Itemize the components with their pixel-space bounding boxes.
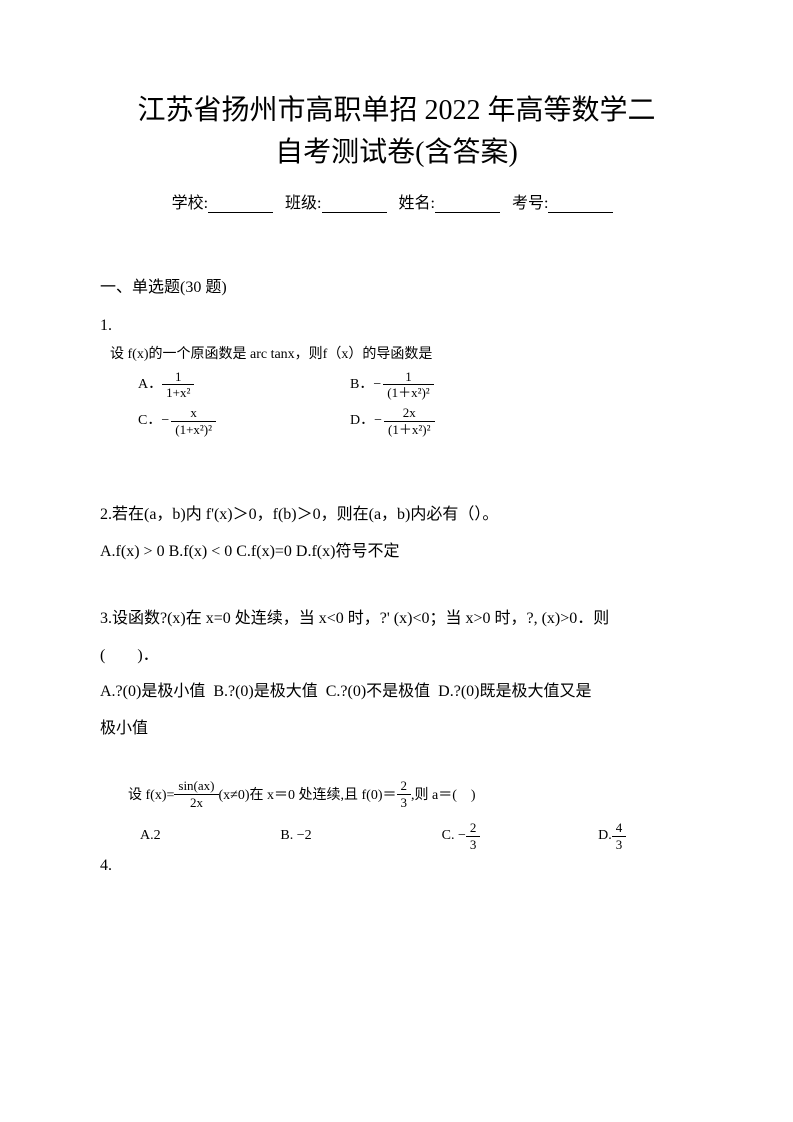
exam-no-blank[interactable] [548, 195, 613, 213]
school-label: 学校: [172, 195, 208, 212]
q1-stem: 设 f(x)的一个原函数是 arc tanx，则f（x）的导函数是 [110, 344, 693, 365]
q1-optB-num: 1 [383, 369, 433, 386]
q4-stem: 设 f(x)= sin(ax) 2x (x≠0)在 x＝0 处连续,且 f(0)… [128, 778, 693, 810]
q1-number: 1. [100, 312, 693, 341]
q4-option-c: C. − 2 3 [442, 820, 599, 852]
fraction-icon: 1 (1＋x²)² [383, 369, 433, 401]
q3-line-2: ( )． [100, 638, 693, 675]
q4-number: 4. [100, 857, 693, 875]
q4-frac1-den: 2x [174, 795, 218, 811]
question-1: 1. 设 f(x)的一个原函数是 arc tanx，则f（x）的导函数是 A． … [100, 312, 693, 437]
q1-optB-prefix: − [373, 372, 381, 397]
q1-option-d: D． − 2x (1＋x²)² [350, 405, 580, 437]
q1-optD-label: D． [350, 408, 374, 433]
q1-options-row-2: C． − x (1+x²)² D． − 2x (1＋x²)² [120, 405, 693, 437]
q2-options: A.f(x) > 0 B.f(x) < 0 C.f(x)=0 D.f(x)符号不… [100, 534, 693, 571]
question-2: 2.若在(a，b)内 f'(x)＞0，f(b)＞0，则在(a，b)内必有（）。 … [100, 497, 693, 571]
q4-frac1-num: sin(ax) [174, 778, 218, 795]
fraction-icon: 1 1+x² [162, 369, 194, 401]
q4-option-b: B. −2 [280, 820, 441, 852]
q4-option-d: D. 4 3 [598, 820, 693, 852]
q1-optC-num: x [171, 405, 216, 422]
q3-line-4: 极小值 [100, 711, 693, 748]
q1-option-a: A． 1 1+x² [120, 369, 350, 401]
q3-options: A.?(0)是极小值 B.?(0)是极大值 C.?(0)不是极值 D.?(0)既… [100, 674, 693, 711]
q1-options-row-1: A． 1 1+x² B． − 1 (1＋x²)² [120, 369, 693, 401]
fraction-icon: 2x (1＋x²)² [384, 405, 434, 437]
q4-optC-den: 3 [466, 837, 481, 853]
q1-optD-num: 2x [384, 405, 434, 422]
q1-optA-num: 1 [162, 369, 194, 386]
question-4: 设 f(x)= sin(ax) 2x (x≠0)在 x＝0 处连续,且 f(0)… [100, 778, 693, 852]
q1-optB-den: (1＋x²)² [383, 385, 433, 401]
name-blank[interactable] [435, 195, 500, 213]
q1-optD-prefix: − [374, 408, 382, 433]
q4-optD-den: 3 [612, 837, 627, 853]
q1-option-b: B． − 1 (1＋x²)² [350, 369, 580, 401]
q4-option-a: A.2 [128, 820, 280, 852]
q1-optA-label: A． [138, 372, 162, 397]
q1-optD-den: (1＋x²)² [384, 422, 434, 438]
fraction-icon: 4 3 [612, 820, 627, 852]
q3-line-1: 3.设函数?(x)在 x=0 处连续，当 x<0 时，?' (x)<0；当 x>… [100, 601, 693, 638]
q1-optC-den: (1+x²)² [171, 422, 216, 438]
title-line-1: 江苏省扬州市高职单招 2022 年高等数学二 [137, 95, 655, 126]
q2-stem: 2.若在(a，b)内 f'(x)＞0，f(b)＞0，则在(a，b)内必有（）。 [100, 497, 693, 534]
q4-stem-prefix: 设 f(x)= [128, 784, 174, 804]
q4-optC-label: C. − [442, 828, 466, 844]
q4-optD-label: D. [598, 828, 612, 844]
q4-stem-suffix: ,则 a＝( ) [411, 784, 476, 804]
fraction-icon: 2 3 [466, 820, 481, 852]
q1-optC-prefix: − [161, 408, 169, 433]
q1-optC-label: C． [138, 408, 161, 433]
exam-title: 江苏省扬州市高职单招 2022 年高等数学二 自考测试卷(含答案) [100, 90, 693, 174]
q1-option-c: C． − x (1+x²)² [120, 405, 350, 437]
name-label: 姓名: [399, 195, 435, 212]
q4-frac2-den: 3 [397, 795, 412, 811]
fraction-icon: x (1+x²)² [171, 405, 216, 437]
class-label: 班级: [285, 195, 321, 212]
fraction-icon: 2 3 [397, 778, 412, 810]
q4-optC-num: 2 [466, 820, 481, 837]
q1-optB-label: B． [350, 372, 373, 397]
q4-optD-num: 4 [612, 820, 627, 837]
student-info-line: 学校: 班级: 姓名: 考号: [100, 189, 693, 213]
school-blank[interactable] [208, 195, 273, 213]
title-line-2: 自考测试卷(含答案) [275, 137, 518, 168]
section-1-title: 一、单选题(30 题) [100, 273, 693, 297]
q4-frac2-num: 2 [397, 778, 412, 795]
fraction-icon: sin(ax) 2x [174, 778, 218, 810]
question-3: 3.设函数?(x)在 x=0 处连续，当 x<0 时，?' (x)<0；当 x>… [100, 601, 693, 748]
q4-options: A.2 B. −2 C. − 2 3 D. 4 3 [128, 820, 693, 852]
class-blank[interactable] [322, 195, 387, 213]
q4-stem-mid: (x≠0)在 x＝0 处连续,且 f(0)＝ [219, 784, 397, 804]
exam-no-label: 考号: [512, 195, 548, 212]
q1-optA-den: 1+x² [162, 385, 194, 401]
